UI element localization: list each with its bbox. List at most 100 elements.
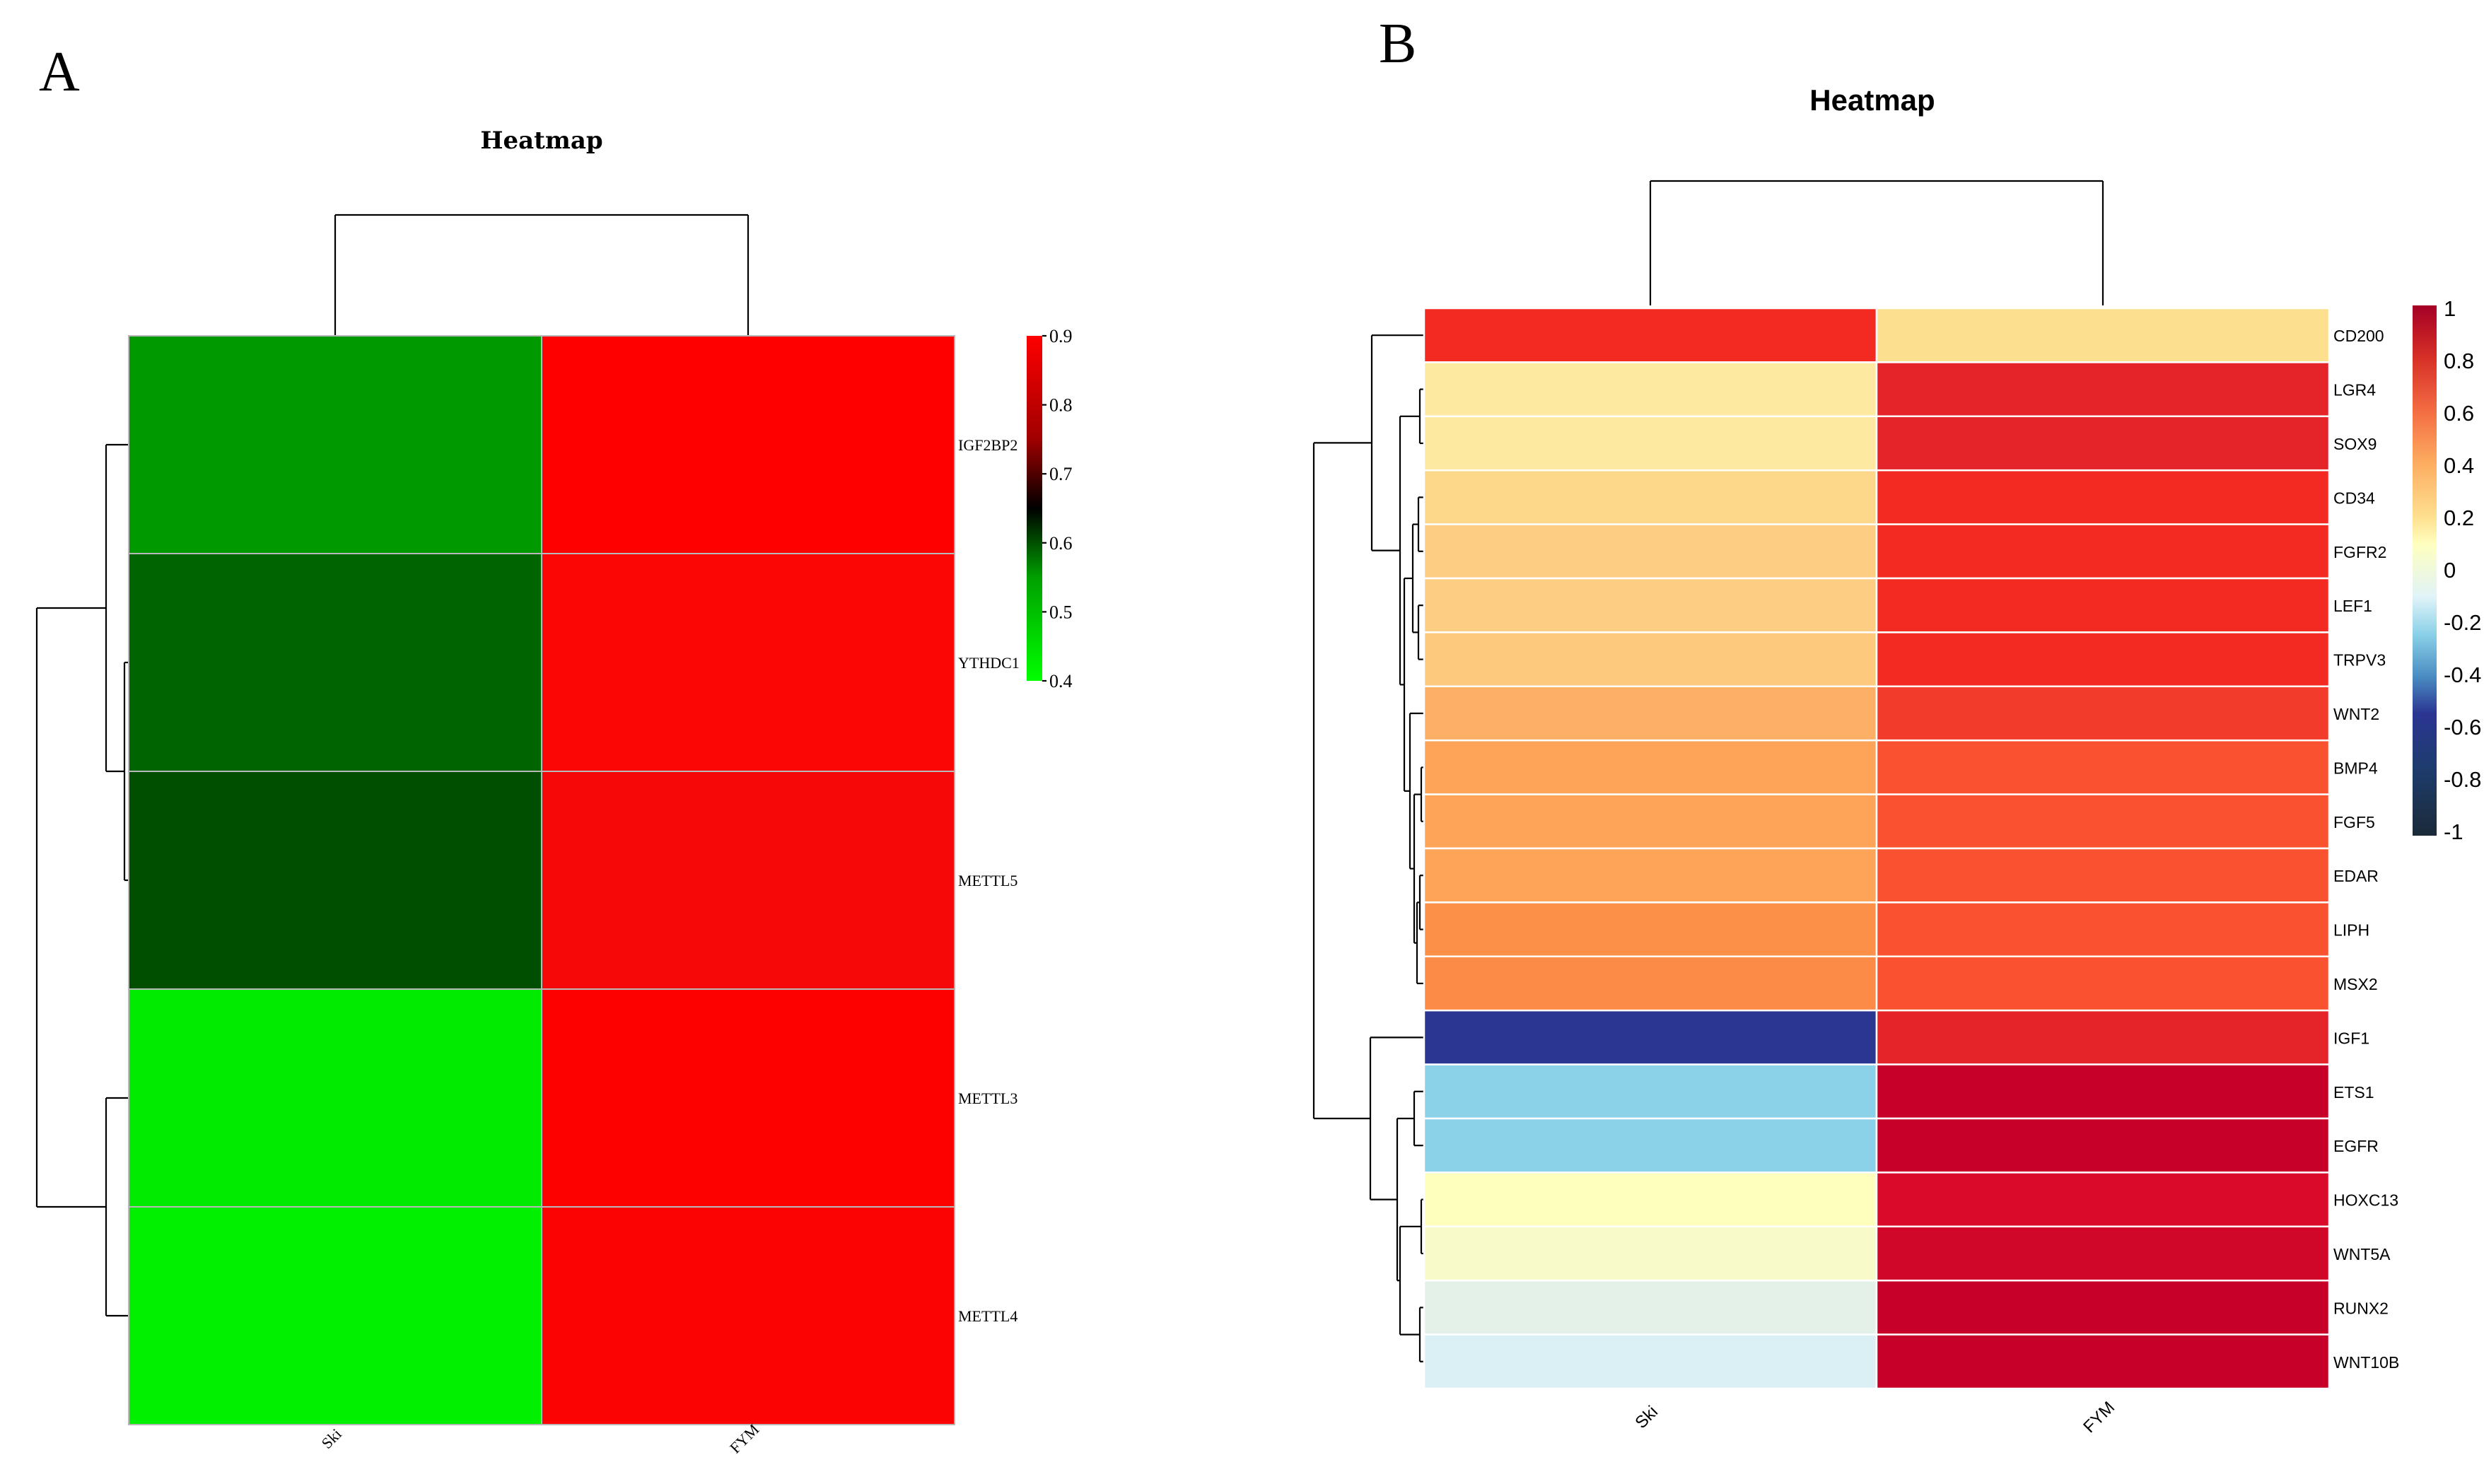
heatmap-b-cell-fgfr2-ski — [1423, 523, 1878, 580]
heatmap-b-colorbar — [2413, 305, 2437, 836]
heatmap-b-row-label: LEF1 — [2333, 597, 2372, 615]
heatmap-b-row-label: ETS1 — [2333, 1083, 2374, 1102]
heatmap-b-legend-tick-label: -0.8 — [2444, 767, 2481, 792]
heatmap-b-legend-tick-label: -0.4 — [2444, 662, 2481, 687]
heatmap-b-legend-tick-label: -0.2 — [2444, 610, 2481, 635]
heatmap-b-column-labels: Ski FYM — [1631, 1398, 2118, 1437]
heatmap-b-cell-cd200-fym — [1875, 307, 2331, 363]
heatmap-b-row-label: BMP4 — [2333, 759, 2378, 777]
heatmap-b-cell-fgf5-fym — [1875, 793, 2331, 850]
heatmap-a-legend: 0.9 0.8 0.7 0.6 0.5 0.4 — [1027, 326, 1073, 691]
panel-b: B Heatmap CD200 LGR4 SOX9 CD34 FGFR2 LEF1 TRPV… — [1312, 13, 2481, 1437]
heatmap-b-cell-edar-fym — [1875, 847, 2331, 904]
heatmap-b-cell-trpv3-ski — [1423, 631, 1878, 688]
heatmap-a-row-dendrogram — [35, 443, 129, 1317]
heatmap-b-cell-liph-fym — [1875, 901, 2331, 958]
heatmap-b-cell-egfr-ski — [1423, 1117, 1878, 1174]
heatmap-b-cell-liph-ski — [1423, 901, 1878, 958]
heatmap-b-cell-lgr4-ski — [1423, 361, 1878, 418]
heatmap-b-row-label: WNT2 — [2333, 705, 2379, 723]
heatmap-a-row-label: METTL3 — [958, 1089, 1017, 1107]
heatmap-b-cell-trpv3-fym — [1875, 631, 2331, 688]
heatmap-b-legend-tick-label: 0.4 — [2444, 453, 2474, 478]
heatmap-b-cell-wnt10b-fym — [1875, 1333, 2331, 1390]
heatmap-a-colorbar — [1027, 336, 1042, 681]
heatmap-b-legend: 1 0.8 0.6 0.4 0.2 0 -0.2 -0.4 -0.6 -0.8 -1 — [2413, 296, 2481, 844]
heatmap-a-cell-ythdc1-fym — [541, 553, 955, 772]
heatmap-a-legend-tick-label: 0.6 — [1049, 533, 1073, 554]
heatmap-b-row-label: EGFR — [2333, 1137, 2379, 1155]
heatmap-a-row-label: IGF2BP2 — [958, 436, 1017, 454]
heatmap-b-cell-igf1-ski — [1423, 1009, 1878, 1065]
heatmap-a-legend-tick-label: 0.4 — [1049, 671, 1073, 691]
heatmap-a-row-label: METTL4 — [958, 1307, 1017, 1325]
heatmap-b-row-label: LGR4 — [2333, 381, 2376, 399]
heatmap-b-row-label: WNT5A — [2333, 1245, 2391, 1263]
heatmap-b-row-dendrogram — [1312, 334, 1424, 1362]
heatmap-a-legend-tick-label: 0.8 — [1049, 395, 1073, 416]
heatmap-b-cell-egfr-fym — [1875, 1117, 2331, 1174]
heatmap-a-cell-mettl3-fym — [541, 988, 955, 1208]
heatmap-b-cell-lef1-ski — [1423, 577, 1878, 633]
heatmap-b-column-dendrogram — [1649, 180, 2104, 305]
heatmap-a-title: Heatmap — [480, 127, 602, 155]
heatmap-b-row-label: HOXC13 — [2333, 1191, 2398, 1210]
heatmap-b-row-label: FGFR2 — [2333, 543, 2386, 561]
heatmap-b-cell-wnt10b-ski — [1423, 1333, 1878, 1390]
heatmap-b-row-label: SOX9 — [2333, 435, 2377, 453]
heatmap-b-legend-tick-label: 1 — [2444, 296, 2456, 321]
heatmap-a-column-labels: Ski FYM — [317, 1420, 762, 1456]
heatmap-b-cell-wnt5a-fym — [1875, 1225, 2331, 1282]
heatmap-b-cells — [1423, 307, 2331, 1390]
heatmap-b-row-label: EDAR — [2333, 867, 2379, 885]
heatmap-a-row-label: METTL5 — [958, 872, 1017, 889]
heatmap-b-row-label: TRPV3 — [2333, 651, 2386, 670]
heatmap-a-column-label: Ski — [317, 1425, 344, 1451]
heatmap-b-cell-wnt5a-ski — [1423, 1225, 1878, 1282]
heatmap-a-cell-mettl4-ski — [128, 1206, 542, 1425]
heatmap-b-cell-ets1-fym — [1875, 1063, 2331, 1120]
heatmap-b-legend-tick-label: 0.6 — [2444, 401, 2474, 426]
heatmap-a-legend-tick-label: 0.7 — [1049, 464, 1073, 484]
heatmap-a-cell-mettl5-fym — [541, 771, 955, 990]
heatmap-a-column-label: FYM — [726, 1420, 762, 1456]
heatmap-a-row-labels: IGF2BP2 YTHDC1 METTL5 METTL3 METTL4 — [958, 436, 1020, 1325]
heatmap-b-row-label: LIPH — [2333, 921, 2369, 940]
heatmap-b-row-label: MSX2 — [2333, 975, 2378, 993]
heatmap-b-cell-runx2-fym — [1875, 1279, 2331, 1336]
heatmap-b-cell-msx2-fym — [1875, 955, 2331, 1012]
heatmap-b-row-label: CD200 — [2333, 327, 2384, 345]
heatmap-a-cells — [128, 335, 955, 1425]
heatmap-b-legend-tick-label: 0.2 — [2444, 506, 2474, 530]
heatmap-b-cell-lgr4-fym — [1875, 361, 2331, 418]
heatmap-a-row-label: YTHDC1 — [958, 654, 1020, 672]
heatmap-a-cell-ythdc1-ski — [128, 553, 542, 772]
heatmap-b-row-labels: CD200 LGR4 SOX9 CD34 FGFR2 LEF1 TRPV3 WNT2 BMP4 F… — [2333, 327, 2399, 1372]
heatmap-b-cell-wnt2-fym — [1875, 685, 2331, 742]
heatmap-b-legend-tick-label: 0 — [2444, 558, 2456, 583]
heatmap-b-legend-tick-label: -0.6 — [2444, 715, 2481, 740]
heatmap-b-row-label: FGF5 — [2333, 813, 2375, 831]
heatmap-b-row-label: RUNX2 — [2333, 1299, 2389, 1317]
heatmap-b-cell-bmp4-fym — [1875, 739, 2331, 795]
heatmap-b-cell-fgfr2-fym — [1875, 523, 2331, 580]
heatmap-a-legend-tick-label: 0.9 — [1049, 326, 1073, 346]
heatmap-b-cell-bmp4-ski — [1423, 739, 1878, 795]
heatmap-b-cell-runx2-ski — [1423, 1279, 1878, 1336]
heatmap-b-row-label: CD34 — [2333, 489, 2375, 507]
heatmap-b-legend-tick-label: 0.8 — [2444, 349, 2474, 373]
panel-a-letter: A — [39, 41, 80, 103]
heatmap-b-cell-sox9-ski — [1423, 415, 1878, 472]
heatmap-b-cell-cd34-fym — [1875, 469, 2331, 525]
heatmap-a-cell-igf2bp2-ski — [128, 335, 542, 554]
heatmap-b-cell-sox9-fym — [1875, 415, 2331, 472]
heatmap-b-cell-cd200-ski — [1423, 307, 1878, 363]
heatmap-a-legend-tick-label: 0.5 — [1049, 602, 1073, 622]
heatmap-b-cell-msx2-ski — [1423, 955, 1878, 1012]
heatmap-b-cell-igf1-fym — [1875, 1009, 2331, 1065]
heatmap-b-row-label: WNT10B — [2333, 1353, 2399, 1372]
heatmap-b-cell-lef1-fym — [1875, 577, 2331, 633]
heatmap-b-cell-ets1-ski — [1423, 1063, 1878, 1120]
panel-b-letter: B — [1379, 13, 1416, 75]
